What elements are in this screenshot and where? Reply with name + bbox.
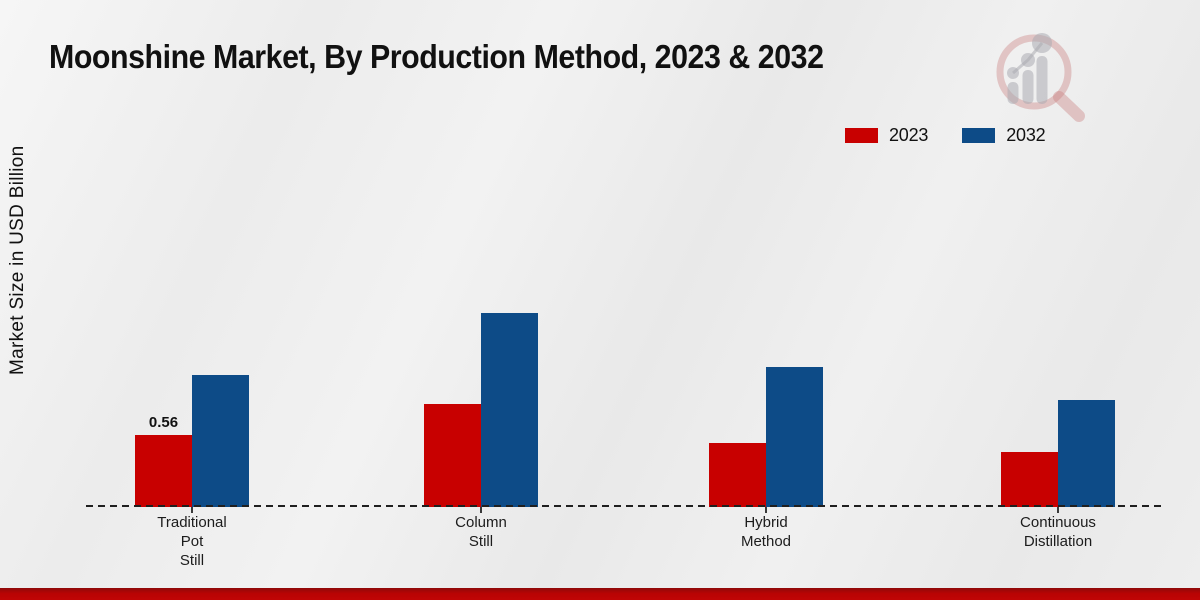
legend-item-2032: 2032 [962,125,1046,146]
legend: 2023 2032 [845,125,1046,146]
x-axis-label-continuous-distillation: Continuous Distillation [978,513,1138,551]
logo-bar-tall-icon [1036,56,1048,104]
x-axis-label-line: Distillation [1023,533,1093,550]
x-axis-label-line: Continuous [1020,514,1096,531]
x-axis-label-line: Traditional [157,514,227,531]
x-axis-tick-column-still [480,507,482,513]
logo-node-small-icon [1007,67,1019,79]
x-axis-label-line: Still [179,552,205,569]
x-axis-tick-continuous-distillation [1057,507,1059,513]
magnifier-handle-icon [1053,91,1085,122]
legend-item-2023: 2023 [845,125,928,146]
x-axis-label-line: Hybrid [744,514,788,531]
data-label-2023-traditional-pot-still: 0.56 [148,414,179,431]
x-axis-label-column-still: Column Still [401,513,561,551]
bar-2023-hybrid-method [709,443,766,507]
footer-accent-bar [0,588,1200,600]
x-axis-tick-hybrid-method [765,507,767,513]
x-axis-dashed-baseline [86,505,1164,507]
logo-node-large-icon [1032,33,1052,53]
bar-2023-column-still [424,404,481,507]
x-axis-label-hybrid-method: Hybrid Method [686,513,846,551]
bar-2023-continuous-distillation [1001,452,1058,507]
bar-2023-traditional-pot-still [135,435,192,507]
x-axis-label-line: Method [740,533,792,550]
legend-swatch-2032 [962,128,996,143]
chart-title: Moonshine Market, By Production Method, … [49,38,824,75]
legend-label-2023: 2023 [889,125,929,145]
bar-2032-hybrid-method [766,367,823,507]
legend-label-2032: 2032 [1006,125,1046,145]
bar-2032-continuous-distillation [1058,400,1115,507]
bar-2032-column-still [481,313,538,507]
x-axis-label-line: Still [468,533,494,550]
x-axis-label-traditional-pot-still: Traditional Pot Still [112,513,272,570]
bar-2032-traditional-pot-still [192,375,249,507]
legend-swatch-2023 [845,128,878,143]
x-axis-label-line: Pot [180,533,204,550]
x-axis-tick-traditional-pot-still [191,507,193,513]
magnifier-bar-chart-logo [996,33,1085,122]
logo-bar-small-icon [1007,82,1019,104]
x-axis-label-line: Column [455,514,507,531]
logo-node-medium-icon [1021,53,1035,67]
logo-bar-medium-icon [1022,70,1034,104]
